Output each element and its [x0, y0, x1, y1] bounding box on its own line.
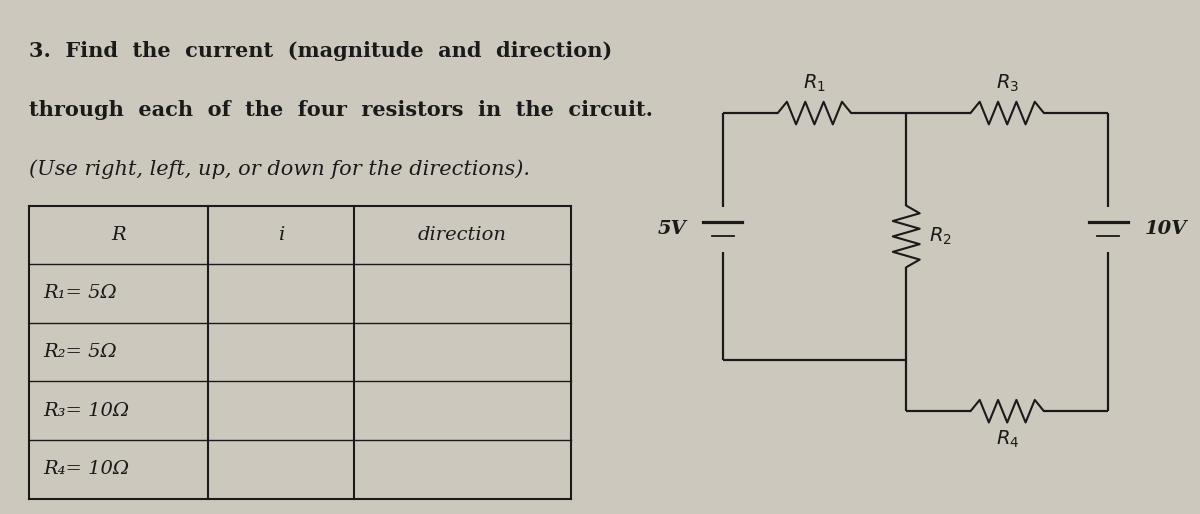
Text: $R_1$: $R_1$ [803, 72, 826, 94]
Text: through  each  of  the  four  resistors  in  the  circuit.: through each of the four resistors in th… [29, 100, 653, 120]
Text: R₂= 5Ω: R₂= 5Ω [43, 343, 118, 361]
Text: direction: direction [418, 226, 506, 244]
Text: 3.  Find  the  current  (magnitude  and  direction): 3. Find the current (magnitude and direc… [29, 41, 612, 61]
Text: (Use right, left, up, or down for the directions).: (Use right, left, up, or down for the di… [29, 159, 530, 179]
Text: $R_3$: $R_3$ [996, 72, 1019, 94]
Text: R₁= 5Ω: R₁= 5Ω [43, 284, 118, 303]
Text: $R_2$: $R_2$ [930, 226, 953, 247]
Text: R₃= 10Ω: R₃= 10Ω [43, 401, 130, 420]
Text: 10V: 10V [1145, 220, 1187, 238]
Text: $R_4$: $R_4$ [996, 429, 1019, 450]
Text: 5V: 5V [658, 220, 686, 238]
Text: R₄= 10Ω: R₄= 10Ω [43, 460, 130, 479]
Text: R: R [112, 226, 126, 244]
Text: i: i [278, 226, 284, 244]
